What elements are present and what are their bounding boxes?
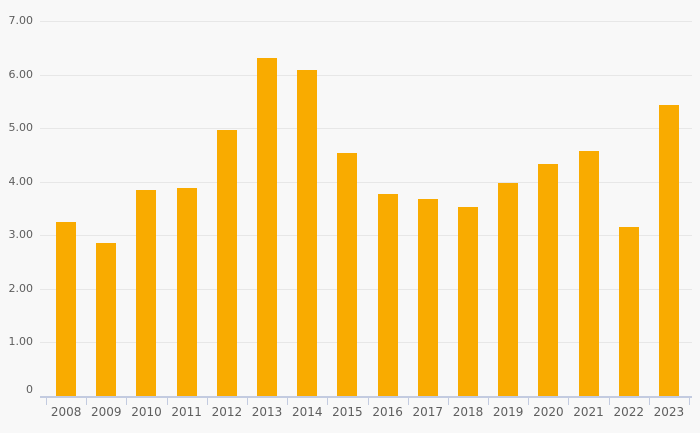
y-axis-tick-label: 0 bbox=[26, 383, 33, 396]
bar-2018[interactable] bbox=[457, 207, 478, 396]
y-axis-tick-label: 1.00 bbox=[8, 335, 34, 349]
bar-2015[interactable] bbox=[337, 153, 358, 396]
x-axis-label-2010: 2010 bbox=[131, 405, 162, 419]
x-axis-label-2014: 2014 bbox=[291, 405, 323, 419]
x-axis-label-2013: 2013 bbox=[251, 405, 283, 419]
x-axis-label-2016: 2016 bbox=[372, 405, 403, 419]
x-axis-tick bbox=[648, 396, 650, 405]
x-axis-label-2012: 2012 bbox=[211, 405, 243, 419]
gridline bbox=[40, 288, 692, 290]
x-axis-tick bbox=[488, 396, 490, 405]
gridline bbox=[40, 342, 692, 344]
x-axis-label-2021: 2021 bbox=[573, 405, 604, 419]
bar-2008[interactable] bbox=[56, 221, 77, 396]
x-axis-tick bbox=[86, 396, 88, 405]
y-axis-tick-label: 3.00 bbox=[8, 228, 34, 242]
bar-2019[interactable] bbox=[498, 182, 519, 396]
x-axis-label-2019: 2019 bbox=[492, 405, 524, 419]
x-axis-tick bbox=[367, 396, 369, 405]
bar-2010[interactable] bbox=[136, 189, 157, 396]
x-axis-label-2017: 2017 bbox=[412, 405, 444, 419]
x-axis-label-2011: 2011 bbox=[171, 405, 202, 419]
x-axis-tick bbox=[166, 396, 168, 405]
x-axis-label-2020: 2020 bbox=[533, 405, 564, 419]
x-axis-tick bbox=[126, 396, 128, 405]
gridline bbox=[40, 181, 692, 183]
x-axis-label-2008: 2008 bbox=[50, 405, 82, 419]
bar-2023[interactable] bbox=[658, 105, 679, 396]
x-axis-tick bbox=[568, 396, 570, 405]
bar-2020[interactable] bbox=[538, 163, 559, 396]
bar-2011[interactable] bbox=[176, 188, 197, 396]
x-axis-label-2009: 2009 bbox=[91, 405, 122, 419]
x-axis-tick bbox=[407, 396, 409, 405]
y-axis-tick-label: 4.00 bbox=[8, 174, 34, 188]
x-axis-label-2015: 2015 bbox=[332, 405, 363, 419]
gridline bbox=[40, 235, 692, 237]
x-axis-tick bbox=[608, 396, 610, 405]
y-axis-tick-label: 5.00 bbox=[8, 121, 34, 135]
x-axis-tick bbox=[689, 396, 690, 405]
bar-2009[interactable] bbox=[96, 243, 117, 396]
bar-2021[interactable] bbox=[578, 151, 599, 396]
x-axis-label-2022: 2022 bbox=[613, 405, 644, 419]
gridline bbox=[40, 128, 692, 130]
bar-2014[interactable] bbox=[297, 69, 318, 396]
y-axis-tick-label: 6.00 bbox=[8, 67, 34, 81]
bar-2022[interactable] bbox=[618, 227, 639, 396]
x-axis-label-2023: 2023 bbox=[653, 405, 685, 419]
y-axis-tick-label: 2.00 bbox=[8, 281, 34, 295]
x-axis-tick bbox=[246, 396, 248, 405]
x-axis-tick bbox=[327, 396, 329, 405]
x-axis-tick bbox=[287, 396, 289, 405]
gridline bbox=[40, 74, 692, 76]
bar-2013[interactable] bbox=[257, 57, 278, 396]
gridline bbox=[40, 21, 692, 22]
x-axis-tick bbox=[206, 396, 208, 405]
bar-2016[interactable] bbox=[377, 194, 398, 396]
x-axis-tick bbox=[46, 396, 47, 405]
x-axis-line bbox=[40, 396, 692, 398]
x-axis-tick bbox=[447, 396, 449, 405]
bar-2017[interactable] bbox=[417, 199, 438, 396]
x-axis-label-2018: 2018 bbox=[452, 405, 484, 419]
bar-2012[interactable] bbox=[216, 129, 237, 396]
x-axis-tick bbox=[528, 396, 530, 405]
y-axis-tick-label: 7.00 bbox=[8, 14, 34, 27]
